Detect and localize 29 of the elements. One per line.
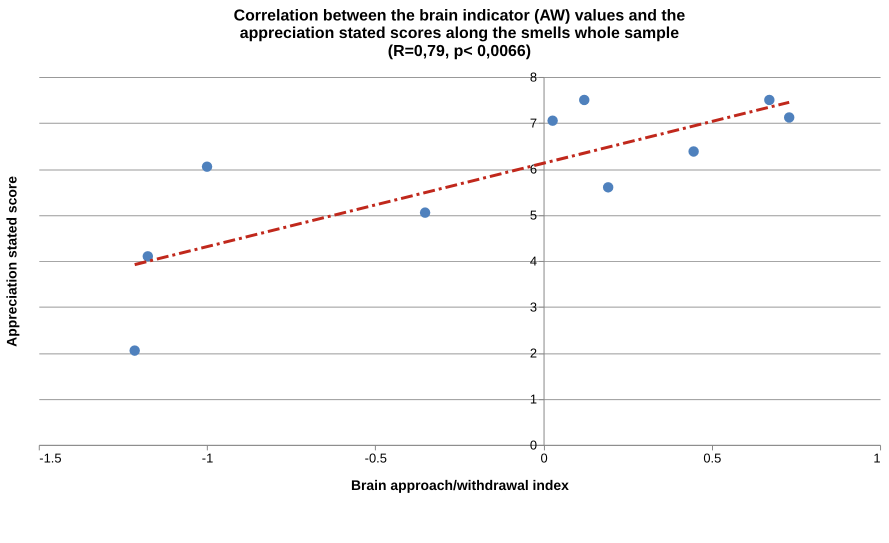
- y-tick-label: 8: [530, 69, 538, 84]
- text: appreciation stated scores along the smells whole sample: [240, 25, 680, 42]
- x-tick-label: -1: [202, 450, 214, 466]
- x-tick-label: 0: [540, 450, 548, 466]
- y-tick-label: 7: [530, 115, 538, 130]
- point: [547, 115, 558, 126]
- point: [784, 112, 794, 123]
- point: [420, 207, 430, 218]
- point: [202, 161, 212, 172]
- y-axis-title: Appreciation stated score: [3, 176, 20, 347]
- y-tick-label: 0: [530, 437, 538, 452]
- text: (R=0,79, p< 0,0066): [388, 43, 532, 60]
- y-tick-label: 1: [530, 391, 538, 406]
- x-tick-label: -0.5: [364, 450, 387, 466]
- x-tick-label: -1.5: [39, 450, 62, 466]
- point: [129, 345, 140, 356]
- y-tick-label: 2: [530, 345, 538, 360]
- text: Correlation between the brain indicator (AW) values and the: [234, 7, 686, 24]
- point: [688, 146, 699, 157]
- x-axis-title: Brain approach/withdrawal index: [350, 477, 570, 494]
- y-tick-label: 4: [530, 253, 538, 268]
- point: [142, 251, 154, 262]
- point: [764, 94, 775, 106]
- x-tick-label: 1: [873, 450, 881, 466]
- x-tick-label: 0.5: [703, 450, 722, 466]
- y-tick-label: 5: [530, 207, 538, 222]
- point: [602, 182, 614, 193]
- point: [579, 94, 590, 106]
- y-tick-label: 3: [530, 299, 538, 314]
